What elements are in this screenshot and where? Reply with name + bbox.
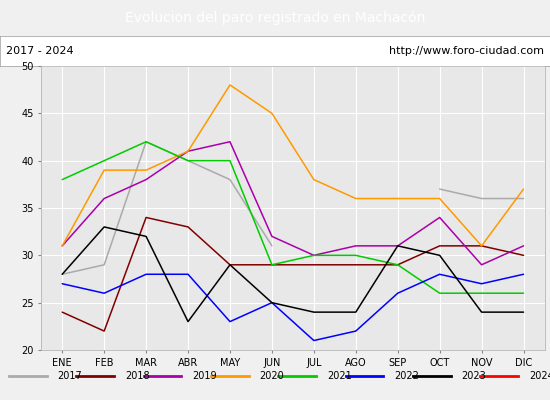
Text: 2017: 2017: [57, 371, 82, 381]
Text: 2020: 2020: [260, 371, 284, 381]
Text: 2022: 2022: [394, 371, 419, 381]
Text: 2021: 2021: [327, 371, 351, 381]
Text: 2017 - 2024: 2017 - 2024: [6, 46, 73, 56]
Text: 2018: 2018: [125, 371, 150, 381]
Text: 2023: 2023: [461, 371, 486, 381]
Text: 2019: 2019: [192, 371, 217, 381]
Text: http://www.foro-ciudad.com: http://www.foro-ciudad.com: [389, 46, 544, 56]
Text: 2024: 2024: [529, 371, 550, 381]
Text: Evolucion del paro registrado en Machacón: Evolucion del paro registrado en Machacó…: [125, 11, 425, 25]
